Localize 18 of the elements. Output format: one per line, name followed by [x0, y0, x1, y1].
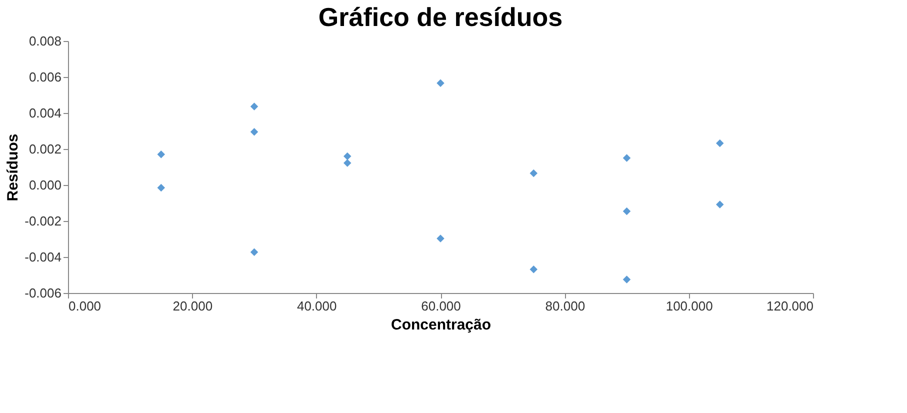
x-tick-label: 40.000	[296, 298, 337, 314]
y-tick-label: 0.000	[28, 178, 62, 192]
x-tick-label: 60.000	[421, 298, 461, 314]
x-tick-label: 100.000	[666, 298, 713, 314]
y-tick-label: -0.002	[24, 214, 62, 228]
x-tick-label: 80.000	[545, 298, 586, 314]
y-tick-label: -0.006	[24, 286, 62, 300]
y-tick-label: -0.004	[24, 250, 62, 264]
x-tick-label: 0.000	[68, 298, 102, 314]
x-tick-label: 20.000	[172, 298, 213, 314]
x-tick-label: 120.000	[766, 298, 814, 314]
x-axis-title: Concentração	[390, 316, 492, 334]
y-axis-title: Resíduos	[4, 134, 22, 202]
chart-title: Gráfico de resíduos	[318, 2, 563, 32]
y-tick-label: 0.008	[28, 34, 62, 48]
y-tick-label: 0.004	[28, 106, 62, 120]
y-tick-label: 0.002	[28, 142, 62, 156]
y-tick-label: 0.006	[28, 70, 62, 84]
